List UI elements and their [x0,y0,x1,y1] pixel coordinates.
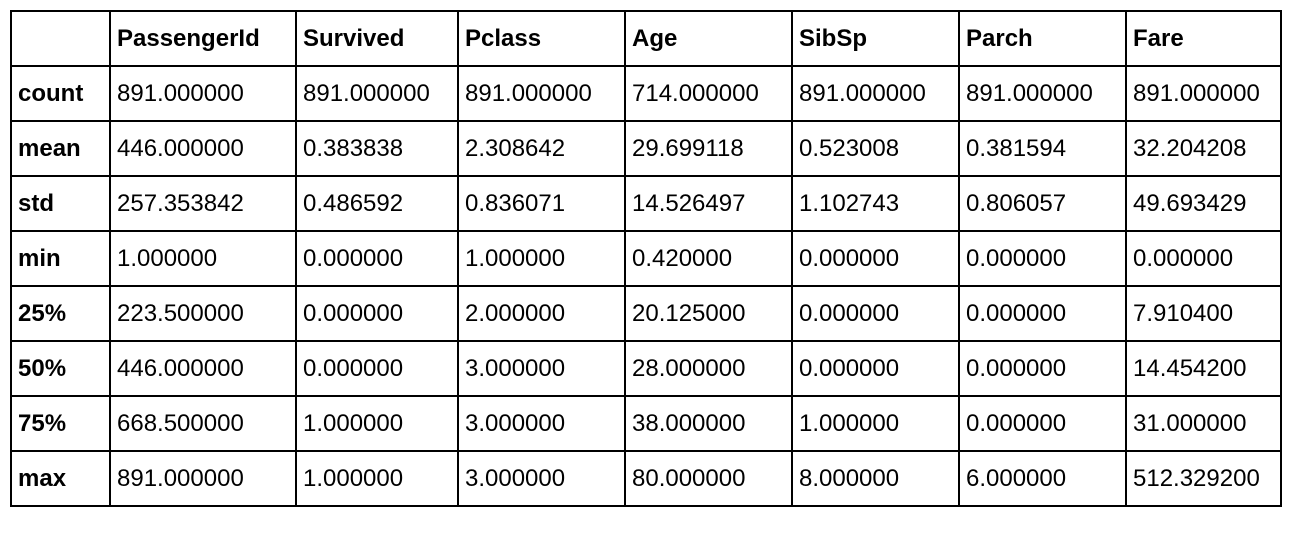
table-cell: 1.000000 [295,450,459,507]
table-cell: 891.000000 [457,65,626,122]
table-cell: 29.699118 [624,120,793,177]
table-cell: 0.000000 [295,230,459,287]
table-cell: 1.000000 [457,230,626,287]
table-cell: 2.000000 [457,285,626,342]
table-cell: 714.000000 [624,65,793,122]
table-row: mean 446.000000 0.383838 2.308642 29.699118 0… [10,120,1282,177]
table-cell: 80.000000 [624,450,793,507]
table-cell: 668.500000 [109,395,297,452]
table-cell: 0.000000 [958,340,1127,397]
table-cell: 6.000000 [958,450,1127,507]
table-cell: 20.125000 [624,285,793,342]
describe-table-container: PassengerId Survived Pclass Age SibSp Pa… [10,10,1282,507]
table-cell: 891.000000 [109,65,297,122]
table-cell: 0.000000 [295,340,459,397]
table-cell: 28.000000 [624,340,793,397]
table-row: 50% 446.000000 0.000000 3.000000 28.000000 0.… [10,340,1282,397]
column-header-passengerid: PassengerId [109,10,297,67]
table-cell: 446.000000 [109,340,297,397]
column-header-fare: Fare [1125,10,1282,67]
table-cell: 0.000000 [791,230,960,287]
row-label: min [10,230,111,287]
row-label: 50% [10,340,111,397]
table-cell: 1.000000 [109,230,297,287]
table-cell: 512.329200 [1125,450,1282,507]
table-cell: 0.383838 [295,120,459,177]
table-cell: 891.000000 [1125,65,1282,122]
table-row: std 257.353842 0.486592 0.836071 14.526497 1.… [10,175,1282,232]
table-cell: 223.500000 [109,285,297,342]
table-cell: 31.000000 [1125,395,1282,452]
table-row: count 891.000000 891.000000 891.000000 714.0… [10,65,1282,122]
table-cell: 891.000000 [791,65,960,122]
table-cell: 0.420000 [624,230,793,287]
row-label: max [10,450,111,507]
table-row: max 891.000000 1.000000 3.000000 80.000000 8.… [10,450,1282,507]
table-cell: 0.000000 [958,395,1127,452]
table-cell: 0.000000 [1125,230,1282,287]
table-cell: 0.000000 [791,285,960,342]
table-cell: 14.526497 [624,175,793,232]
table-cell: 1.000000 [791,395,960,452]
row-label: 75% [10,395,111,452]
table-cell: 891.000000 [295,65,459,122]
table-cell: 7.910400 [1125,285,1282,342]
table-cell: 0.000000 [958,230,1127,287]
row-label: mean [10,120,111,177]
describe-table: PassengerId Survived Pclass Age SibSp Pa… [10,10,1282,507]
table-cell: 891.000000 [958,65,1127,122]
table-cell: 446.000000 [109,120,297,177]
table-cell: 14.454200 [1125,340,1282,397]
table-cell: 0.523008 [791,120,960,177]
table-body: count 891.000000 891.000000 891.000000 714.0… [10,65,1282,507]
table-row: 75% 668.500000 1.000000 3.000000 38.000000 1.… [10,395,1282,452]
column-header-survived: Survived [295,10,459,67]
row-label: std [10,175,111,232]
column-header-age: Age [624,10,793,67]
table-cell: 257.353842 [109,175,297,232]
row-label: count [10,65,111,122]
column-header-parch: Parch [958,10,1127,67]
table-cell: 0.381594 [958,120,1127,177]
table-row: min 1.000000 0.000000 1.000000 0.420000 0.000… [10,230,1282,287]
table-cell: 0.000000 [958,285,1127,342]
table-cell: 2.308642 [457,120,626,177]
table-cell: 3.000000 [457,395,626,452]
column-header-sibsp: SibSp [791,10,960,67]
table-cell: 1.102743 [791,175,960,232]
table-cell: 0.000000 [791,340,960,397]
table-cell: 1.000000 [295,395,459,452]
header-row: PassengerId Survived Pclass Age SibSp Pa… [10,10,1282,67]
table-row: 25% 223.500000 0.000000 2.000000 20.125000 0.… [10,285,1282,342]
table-cell: 0.806057 [958,175,1127,232]
table-cell: 49.693429 [1125,175,1282,232]
table-cell: 0.486592 [295,175,459,232]
column-header-pclass: Pclass [457,10,626,67]
row-label: 25% [10,285,111,342]
table-cell: 0.000000 [295,285,459,342]
table-cell: 3.000000 [457,340,626,397]
table-cell: 891.000000 [109,450,297,507]
table-cell: 0.836071 [457,175,626,232]
corner-cell [10,10,111,67]
table-cell: 32.204208 [1125,120,1282,177]
table-cell: 38.000000 [624,395,793,452]
table-cell: 8.000000 [791,450,960,507]
table-cell: 3.000000 [457,450,626,507]
